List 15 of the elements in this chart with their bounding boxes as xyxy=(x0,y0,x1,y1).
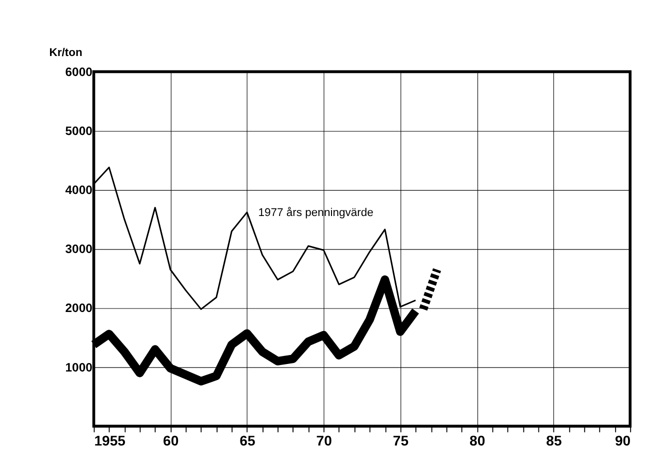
y-tick-label: 1000 xyxy=(65,360,93,374)
x-tick-label: 85 xyxy=(546,432,562,448)
x-tick-label: 90 xyxy=(614,432,631,448)
y-tick-label: 5000 xyxy=(65,124,93,138)
y-tick-label: 4000 xyxy=(65,183,93,198)
x-tick-label: 75 xyxy=(392,432,409,448)
y-axis-title: Kr/ton xyxy=(49,47,82,60)
y-tick-label: 2000 xyxy=(65,301,93,316)
x-tick-label: 60 xyxy=(163,432,179,448)
y-tick-label: 6000 xyxy=(65,64,93,79)
x-tick-label: 80 xyxy=(470,432,486,448)
x-tick-label: 1955 xyxy=(94,432,126,448)
x-tick-label: 65 xyxy=(240,432,256,448)
y-tick-label: 3000 xyxy=(65,242,93,256)
x-tick-label: 70 xyxy=(316,432,332,448)
